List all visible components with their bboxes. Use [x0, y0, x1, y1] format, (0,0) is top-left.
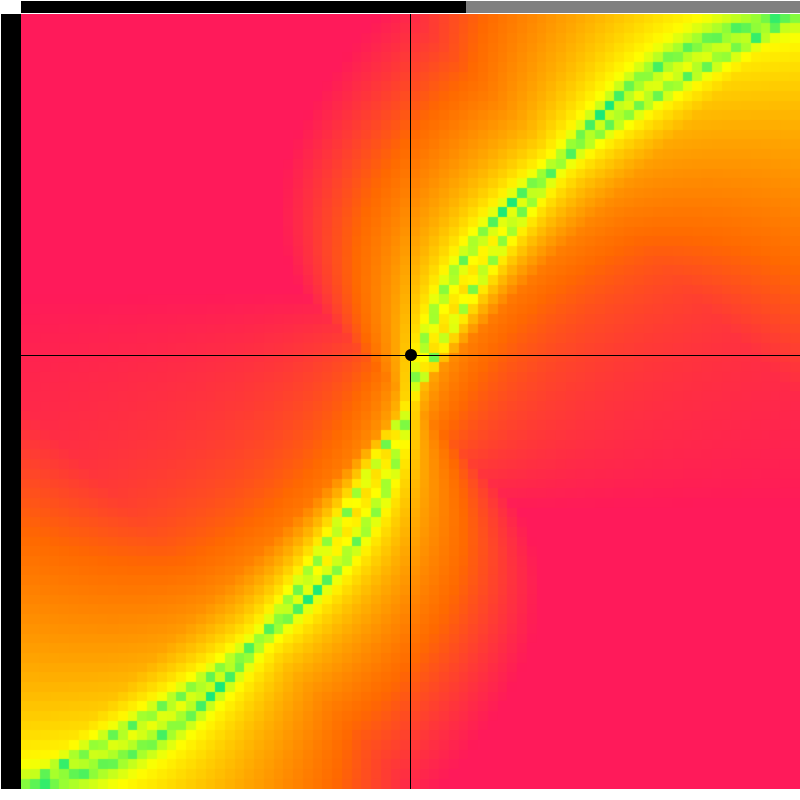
origin-marker-dot [405, 349, 417, 361]
chart-stage [0, 0, 800, 800]
y-axis-line [410, 14, 411, 789]
top-border-bar-black [21, 1, 466, 13]
top-border-bar-gray [466, 1, 800, 13]
left-border-bar [1, 14, 21, 789]
